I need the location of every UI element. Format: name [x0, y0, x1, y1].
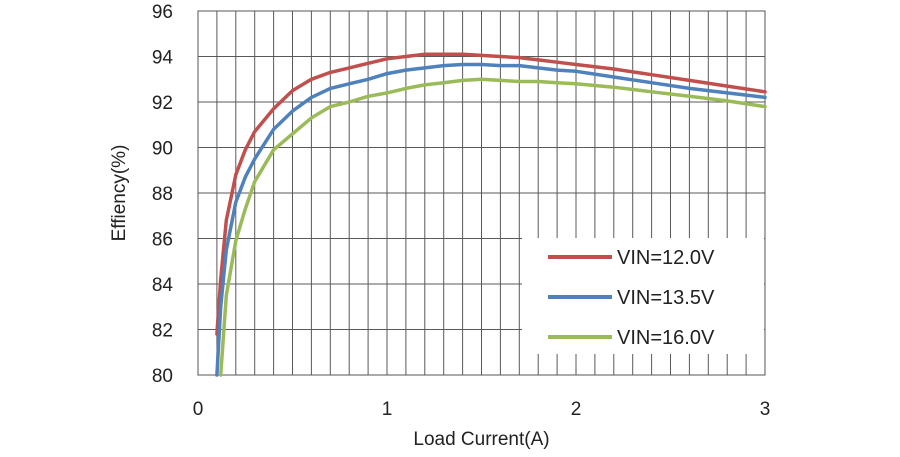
x-tick-label: 1: [382, 399, 393, 420]
series-line-0: [215, 52, 767, 336]
y-tick-label: 90: [152, 139, 173, 160]
x-tick-label: 3: [760, 399, 771, 420]
legend-label-1: VIN=13.5V: [617, 287, 715, 309]
x-tick-label: 0: [193, 399, 204, 420]
legend: VIN=12.0V VIN=13.5V VIN=16.0V: [522, 238, 764, 354]
x-axis-title: Load Current(A): [413, 429, 549, 450]
y-tick-label: 88: [152, 184, 173, 205]
x-tick-label: 2: [571, 399, 582, 420]
y-tick-label: 92: [152, 93, 173, 114]
y-tick-label: 80: [152, 366, 173, 387]
legend-label-2: VIN=16.0V: [617, 327, 715, 349]
plot-area-border: [197, 10, 766, 376]
y-tick-label: 82: [152, 321, 173, 342]
series-line-2: [218, 77, 767, 377]
y-tick-label: 94: [152, 48, 174, 69]
series-line-1: [215, 62, 767, 377]
series-lines: [215, 52, 767, 377]
y-tick-label: 86: [152, 230, 173, 251]
y-tick-label: 84: [152, 275, 174, 296]
y-axis-title: Effiency(%): [109, 145, 130, 242]
y-tick-label: 96: [152, 2, 173, 23]
legend-label-0: VIN=12.0V: [617, 247, 715, 269]
y-axis-tick-labels: 80 82 84 86 88 90 92 94 96: [152, 2, 174, 387]
x-axis-tick-labels: 0 1 2 3: [193, 399, 771, 420]
